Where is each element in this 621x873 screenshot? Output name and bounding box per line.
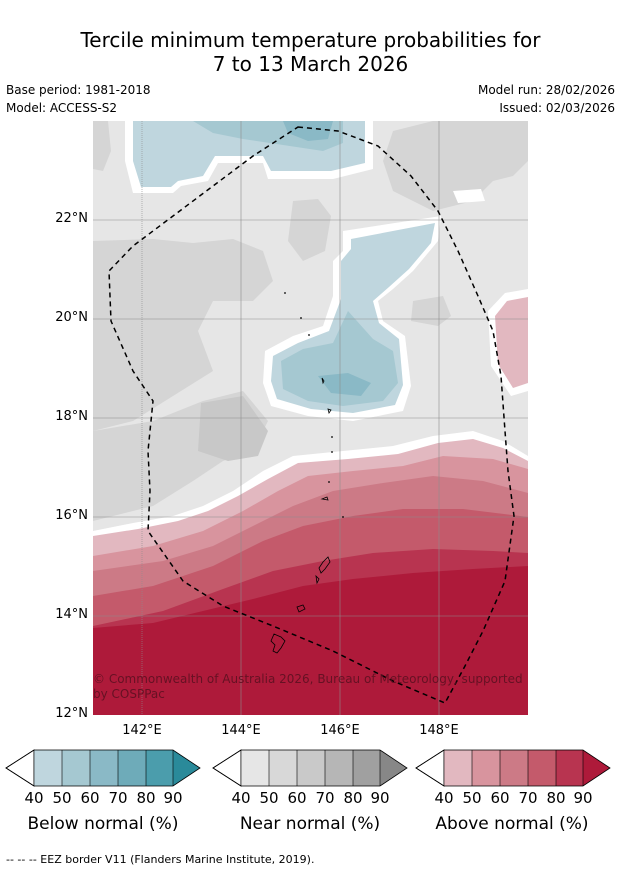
colorbar-near-normal-bin-2	[269, 750, 297, 786]
colorbar-below-normal-bin-4	[118, 750, 146, 786]
near-normal-zone-northeast	[383, 121, 528, 211]
below-normal-north-peak	[283, 121, 333, 141]
colorbar-tick: 90	[573, 789, 593, 807]
map-panel	[93, 121, 528, 715]
colorbar-near-normal-bin-3	[297, 750, 325, 786]
model-name: Model: ACCESS-S2	[6, 101, 118, 115]
colorbar-below-normal	[5, 749, 201, 787]
colorbar-near-normal-lower-arrow	[212, 749, 242, 787]
colorbar-near-normal-bin-1	[241, 750, 269, 786]
below-normal-central-peak	[318, 373, 371, 396]
colorbar-above-normal-bin-1	[444, 750, 472, 786]
island-dots	[284, 292, 344, 518]
lon-label: 146°E	[320, 723, 360, 738]
model-run: Model run: 28/02/2026	[477, 83, 615, 97]
colorbar-near-normal-label: Near normal (%)	[239, 814, 381, 834]
colorbar-near-normal	[212, 749, 408, 787]
colorbar-tick: 80	[546, 789, 566, 807]
colorbar-tick: 80	[136, 789, 156, 807]
colorbar-above-normal-lower-arrow	[415, 749, 445, 787]
lon-label: 144°E	[221, 723, 261, 738]
colorbar-tick: 60	[80, 789, 100, 807]
issued-date: Issued: 02/03/2026	[499, 101, 615, 115]
colorbar-tick: 60	[287, 789, 307, 807]
near-normal-zone-corner	[93, 121, 111, 171]
colorbar-tick: 70	[518, 789, 538, 807]
title-line-2: 7 to 13 March 2026	[212, 52, 409, 76]
near-normal-zone-west	[93, 239, 273, 431]
colorbar-tick: 60	[490, 789, 510, 807]
colorbar-tick: 50	[52, 789, 72, 807]
lon-label: 142°E	[122, 723, 162, 738]
eez-border	[108, 126, 515, 704]
above-normal-90	[93, 566, 528, 715]
meta-right: Model run: 28/02/2026 Issued: 02/03/2026	[478, 81, 615, 117]
colorbar-tick: 70	[108, 789, 128, 807]
lat-label: 22°N	[55, 211, 88, 226]
map-title: Tercile minimum temperature probabilitie…	[0, 28, 621, 76]
colorbar-above-normal-bin-2	[472, 750, 500, 786]
copyright-text: © Commonwealth of Australia 2026, Bureau…	[93, 672, 523, 701]
colorbar-above-normal-label: Above normal (%)	[435, 814, 589, 834]
lon-label: 148°E	[419, 723, 459, 738]
colorbar-tick: 40	[24, 789, 44, 807]
colorbar-below-normal-bin-2	[62, 750, 90, 786]
colorbar-tick: 40	[231, 789, 251, 807]
above-normal-east	[495, 297, 528, 388]
colorbar-below-normal-upper-arrow	[173, 750, 200, 786]
islands	[270, 377, 332, 654]
colorbar-below-normal-lower-arrow	[5, 749, 35, 787]
near-normal-zone-east	[411, 296, 451, 326]
colorbar-above-normal	[415, 749, 611, 787]
meta-left: Base period: 1981-2018 Model: ACCESS-S2	[6, 81, 151, 117]
map-svg	[93, 121, 528, 715]
colorbar-above-normal-bin-3	[500, 750, 528, 786]
colorbar-tick: 70	[315, 789, 335, 807]
colorbar-above-normal-bin-5	[556, 750, 583, 786]
colorbar-tick: 80	[343, 789, 363, 807]
colorbar-above-normal-bin-4	[528, 750, 556, 786]
colorbar-tick: 90	[370, 789, 390, 807]
footnote-eez: -- -- -- EEZ border V11 (Flanders Marine…	[6, 853, 315, 866]
colorbar-below-normal-bin-1	[34, 750, 62, 786]
white-patch	[453, 189, 485, 203]
colorbar-tick: 90	[163, 789, 183, 807]
near-normal-zone-mid	[198, 396, 268, 461]
base-period: Base period: 1981-2018	[6, 83, 151, 97]
near-normal-zone-north	[288, 199, 331, 261]
graticule	[93, 121, 528, 715]
colorbar-near-normal-bin-5	[353, 750, 380, 786]
colorbar-tick: 40	[434, 789, 454, 807]
colorbar-below-normal-label: Below normal (%)	[27, 814, 179, 834]
lat-label: 18°N	[55, 409, 88, 424]
colorbar-below-normal-bin-5	[146, 750, 173, 786]
lat-label: 16°N	[55, 508, 88, 523]
colorbar-near-normal-bin-4	[325, 750, 353, 786]
title-line-1: Tercile minimum temperature probabilitie…	[80, 28, 541, 52]
colorbar-below-normal-bin-3	[90, 750, 118, 786]
lat-label: 12°N	[55, 706, 88, 721]
colorbar-tick: 50	[259, 789, 279, 807]
lat-label: 14°N	[55, 607, 88, 622]
colorbar-tick: 50	[462, 789, 482, 807]
colorbar-above-normal-upper-arrow	[583, 750, 610, 786]
lat-label: 20°N	[55, 310, 88, 325]
colorbar-near-normal-upper-arrow	[380, 750, 407, 786]
